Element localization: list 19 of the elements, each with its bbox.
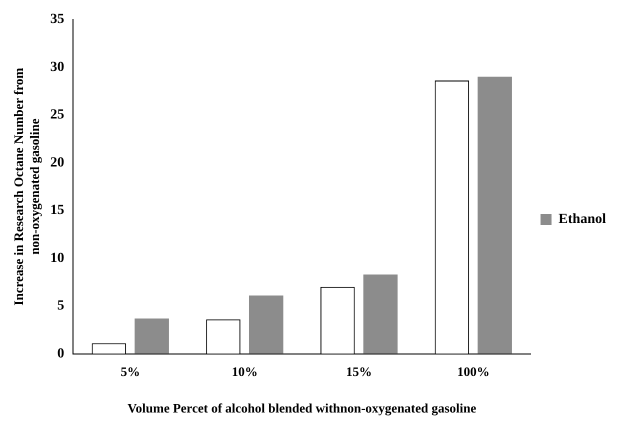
y-tick-label: 5	[57, 298, 64, 314]
bar	[363, 274, 398, 354]
bar	[134, 318, 169, 354]
x-tick-label: 10%	[232, 364, 258, 379]
x-axis-title: Volume Percet of alcohol blended withnon-oxygenated gasoline	[127, 400, 477, 416]
y-tick-label: 10	[50, 250, 64, 266]
y-tick-label: 20	[50, 155, 64, 170]
y-axis-title: Increase in Research Octane Number from non-oxygenated gasoline	[11, 68, 42, 306]
y-tick-label: 35	[50, 12, 64, 28]
y-tick-label: 25	[50, 108, 64, 123]
y-tick-label: 0	[57, 346, 64, 362]
bar	[478, 76, 512, 354]
y-tick-label: 15	[50, 203, 64, 218]
x-tick-label: 15%	[346, 364, 372, 379]
y-tick-label: 30	[50, 60, 64, 75]
x-tick-label: 5%	[120, 364, 140, 379]
legend-label: Ethanol	[558, 212, 606, 228]
bar	[248, 296, 284, 354]
x-tick-label: 100%	[457, 364, 490, 379]
